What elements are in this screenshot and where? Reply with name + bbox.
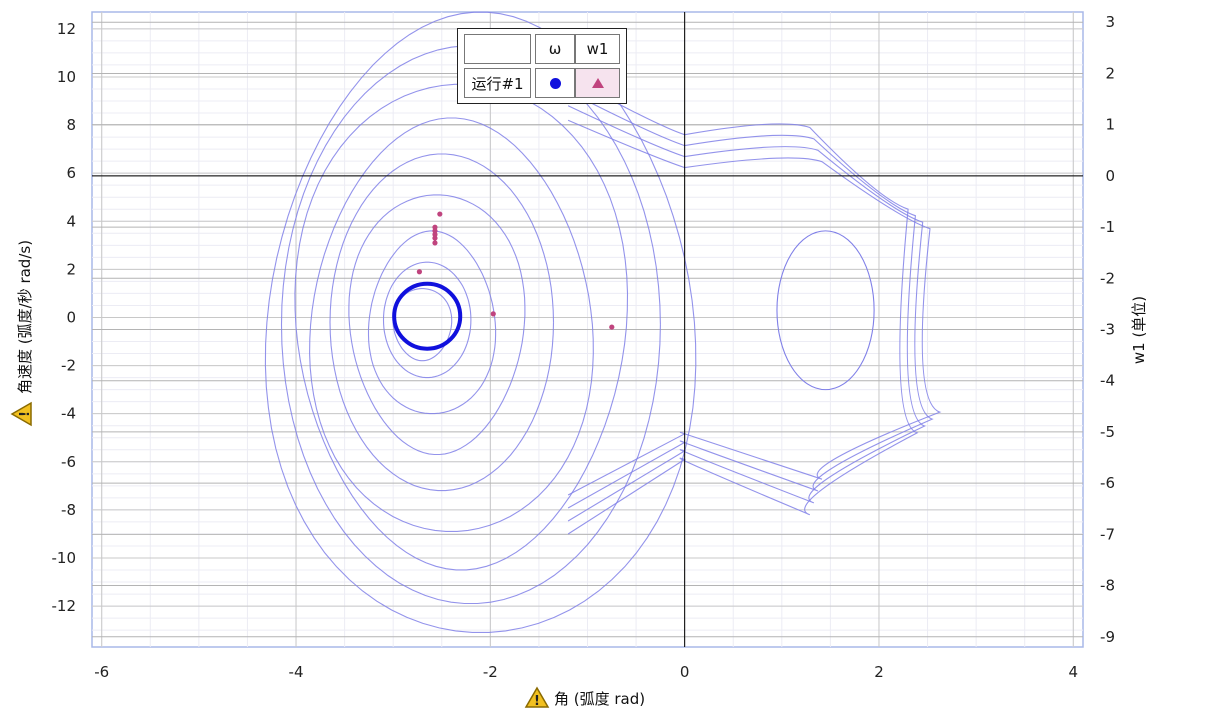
y-tick-label: 0 <box>66 308 76 326</box>
y-tick-label: -8 <box>61 501 76 519</box>
x-tick-label: 2 <box>874 663 884 681</box>
x-tick-label: 4 <box>1069 663 1079 681</box>
svg-text:!: ! <box>18 411 33 417</box>
y-axis-title: 角速度 (弧度/秒 rad/s) <box>16 240 34 394</box>
y-tick-label: 12 <box>57 20 76 38</box>
y2-tick-label: 3 <box>1105 13 1115 31</box>
y-tick-label: -6 <box>61 453 76 471</box>
y2-tick-label: -2 <box>1100 269 1115 287</box>
y2-tick-label: 1 <box>1105 116 1115 134</box>
y2-tick-label: -6 <box>1100 474 1115 492</box>
y2-tick-label: -3 <box>1100 321 1115 339</box>
w1-point <box>416 269 423 275</box>
circle-marker-icon <box>549 77 561 89</box>
legend-omega-marker[interactable] <box>535 68 575 98</box>
trajectory-loop <box>309 117 594 532</box>
y2-tick-label: -5 <box>1100 423 1115 441</box>
final-limit-cycle <box>392 281 463 351</box>
w1-point <box>432 228 438 234</box>
y2-tick-label: 2 <box>1105 64 1115 82</box>
trajectory-loop <box>367 230 497 415</box>
y-axis-title-group: ! 角速度 (弧度/秒 rad/s) <box>10 240 34 427</box>
y-tick-label: -10 <box>52 549 77 567</box>
w1-point <box>432 224 438 230</box>
y2-tick-label: -1 <box>1100 218 1115 236</box>
x-tick-label: -4 <box>289 663 304 681</box>
trajectory-excursion <box>567 119 942 496</box>
legend[interactable]: ω w1 运行#1 <box>457 28 627 104</box>
y-tick-label: -4 <box>61 405 76 423</box>
w1-points <box>416 211 615 330</box>
y2-tick-label: 0 <box>1105 167 1115 185</box>
warning-triangle-icon[interactable]: ! <box>524 686 550 709</box>
y-tick-label: 8 <box>66 116 76 134</box>
y2-tick-label: -9 <box>1100 628 1115 646</box>
tick-labels: -6 -4 -2 0 2 4121086420-2-4-6-8-10-123210-1-2… <box>52 13 1116 681</box>
grid <box>91 11 1084 648</box>
y-tick-label: 4 <box>66 212 76 230</box>
legend-header-w1[interactable]: w1 <box>575 34 620 64</box>
y-tick-label: 10 <box>57 68 76 86</box>
y2-axis-title-group: w1 (单位) <box>1130 296 1148 364</box>
y-tick-label: -12 <box>52 597 77 615</box>
legend-header-blank <box>464 34 531 64</box>
y2-tick-label: -7 <box>1100 525 1115 543</box>
y2-tick-label: -4 <box>1100 372 1115 390</box>
y2-axis-title: w1 (单位) <box>1130 296 1148 364</box>
trajectory-excursion <box>567 90 927 522</box>
legend-header-omega[interactable]: ω <box>535 34 575 64</box>
warning-triangle-icon[interactable]: ! <box>10 401 33 427</box>
legend-w1-marker[interactable] <box>575 68 620 98</box>
x-tick-label: 0 <box>680 663 690 681</box>
y-tick-label: 6 <box>66 164 76 182</box>
w1-point <box>609 324 615 330</box>
x-axis-title: 角 (弧度 rad) <box>554 690 645 708</box>
w1-point <box>432 235 438 241</box>
trajectory-excursion <box>567 76 919 535</box>
x-tick-label: -2 <box>483 663 498 681</box>
w1-point <box>432 231 438 238</box>
x-axis-title-group: ! 角 (弧度 rad) <box>524 686 645 709</box>
trajectory-loop <box>382 261 472 379</box>
trajectory-loop <box>329 153 555 492</box>
axes <box>92 12 1083 647</box>
triangle-marker-icon <box>591 78 604 88</box>
w1-point <box>432 240 438 246</box>
trajectory-loop <box>348 194 526 456</box>
w1-point <box>490 311 496 317</box>
trajectory-loop <box>294 83 629 571</box>
svg-text:!: ! <box>534 694 540 709</box>
y2-tick-label: -8 <box>1100 577 1115 595</box>
y-tick-label: 2 <box>66 260 76 278</box>
x-tick-label: -6 <box>94 663 109 681</box>
y-tick-label: -2 <box>61 357 76 375</box>
w1-point <box>437 211 443 217</box>
trajectory-excursion <box>567 105 934 509</box>
inner-loop <box>776 230 875 391</box>
legend-row-label: 运行#1 <box>464 68 531 98</box>
